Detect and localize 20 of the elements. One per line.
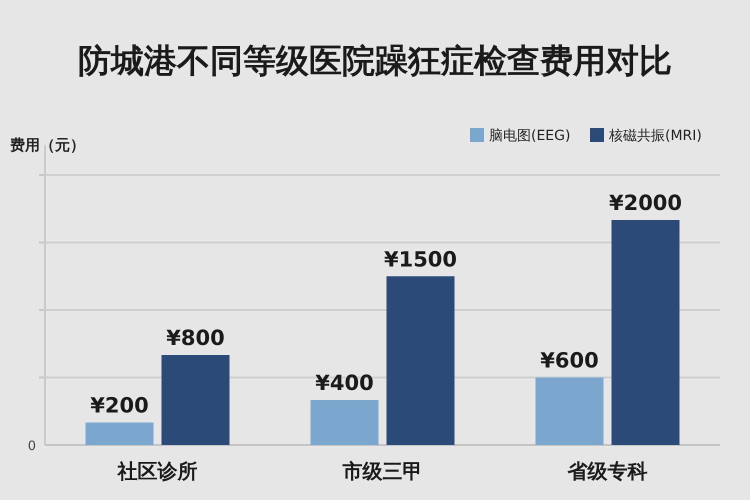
chart-title: 防城港不同等级医院躁狂症检查费用对比 xyxy=(78,41,672,80)
bar xyxy=(310,400,378,445)
x-tick-label: 社区诊所 xyxy=(116,459,198,483)
x-tick-label: 省级专科 xyxy=(566,459,648,483)
data-label: ¥1500 xyxy=(384,247,458,272)
bar xyxy=(162,355,230,445)
legend-label: 核磁共振(MRI) xyxy=(608,128,702,144)
data-label: ¥800 xyxy=(166,326,225,350)
data-label: ¥200 xyxy=(90,394,149,418)
bar xyxy=(536,378,604,445)
bar xyxy=(86,422,154,445)
data-label: ¥2000 xyxy=(608,191,682,215)
x-tick-label: 市级三甲 xyxy=(342,459,422,483)
bar xyxy=(386,276,454,445)
text: 0 xyxy=(28,439,36,454)
bar xyxy=(612,220,680,445)
data-label: ¥400 xyxy=(315,371,374,395)
y-axis-title: 费用（元） xyxy=(9,136,85,154)
data-label: ¥600 xyxy=(540,348,599,372)
legend-label: 脑电图(EEG) xyxy=(489,128,570,144)
